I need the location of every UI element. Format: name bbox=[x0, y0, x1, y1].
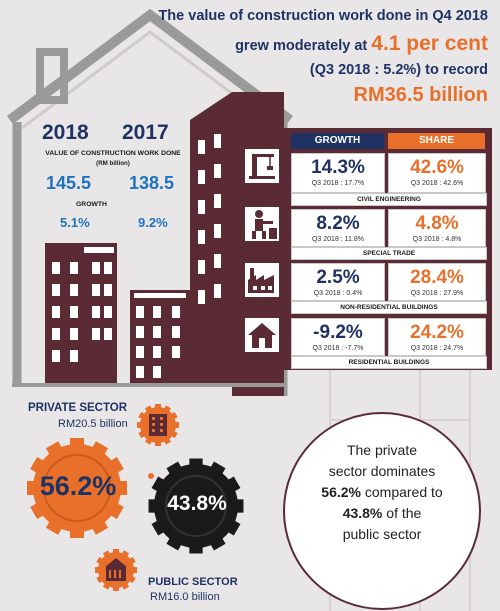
house-roof-outline bbox=[7, 8, 293, 124]
comparison-circle bbox=[283, 412, 481, 610]
public-sector-share: 43.8% bbox=[167, 492, 227, 515]
headline-line-1: The value of construction work done in Q… bbox=[158, 8, 488, 24]
special-trade-share-q3: Q3 2018 : 4.8% bbox=[412, 236, 462, 243]
public-sector-label: PUBLIC SECTOR bbox=[148, 576, 238, 588]
private-sector-share: 56.2% bbox=[39, 471, 117, 501]
public-building-icon bbox=[95, 549, 137, 591]
civil-engineering-icon bbox=[245, 149, 279, 183]
residential-growth-card: -9.2% Q3 2018 : -7.7% bbox=[291, 318, 385, 356]
residential-growth-q3: Q3 2018 : -7.7% bbox=[312, 345, 364, 352]
civil-engineering-share-q3: Q3 2018 : 42.6% bbox=[410, 180, 464, 187]
share-header: SHARE bbox=[388, 133, 485, 149]
growth-header: GROWTH bbox=[291, 133, 384, 149]
civil-engineering-share: 42.6% bbox=[410, 157, 464, 178]
residential-share-card: 24.2% Q3 2018 : 24.7% bbox=[388, 318, 486, 356]
comparison-private-share: 56.2% bbox=[321, 484, 361, 500]
civil-engineering-share-card: 42.6% Q3 2018 : 42.6% bbox=[388, 153, 486, 193]
comparison-line-3: 56.2% compared to bbox=[283, 482, 481, 503]
private-sector-label: PRIVATE SECTOR bbox=[28, 402, 128, 414]
residential-share: 24.2% bbox=[410, 322, 464, 343]
summary-value-unit: (RM billion) bbox=[96, 160, 130, 167]
summary-growth-previous: 9.2% bbox=[138, 215, 168, 230]
non-residential-share-card: 28.4% Q3 2018 : 27.9% bbox=[388, 263, 486, 301]
summary-value-label: VALUE OF CONSTRUCTION WORK DONE bbox=[45, 150, 181, 157]
building-middle bbox=[130, 290, 190, 385]
non-residential-share-q3: Q3 2018 : 27.9% bbox=[410, 290, 464, 297]
comparison-line-3-rest: compared to bbox=[360, 484, 443, 500]
civil-engineering-growth-q3: Q3 2018 : 17.7% bbox=[311, 180, 365, 187]
summary-value-previous: 138.5 bbox=[129, 173, 175, 193]
gears-graphic bbox=[27, 404, 244, 591]
special-trade-growth-card: 8.2% Q3 2018 : 11.8% bbox=[291, 209, 385, 247]
non-residential-label: NON-RESIDENTIAL BUILDINGS bbox=[291, 301, 487, 314]
civil-engineering-growth-card: 14.3% Q3 2018 : 17.7% bbox=[291, 153, 385, 193]
special-trade-share: 4.8% bbox=[415, 213, 459, 234]
special-trade-share-card: 4.8% Q3 2018 : 4.8% bbox=[388, 209, 486, 247]
non-residential-share: 28.4% bbox=[410, 267, 464, 288]
headline-line-2: grew moderately at 4.1 per cent bbox=[235, 32, 488, 56]
comparison-line-4: 43.8% of the bbox=[283, 503, 481, 524]
summary-value-current: 145.5 bbox=[46, 173, 92, 193]
factory-icon bbox=[245, 263, 279, 297]
civil-engineering-growth: 14.3% bbox=[311, 157, 365, 178]
special-trade-label: SPECIAL TRADE bbox=[291, 247, 487, 260]
special-trade-icon bbox=[245, 207, 279, 241]
private-building-icon bbox=[137, 404, 179, 446]
ground-line bbox=[12, 383, 287, 387]
comparison-text: The private sector dominates 56.2% compa… bbox=[283, 440, 481, 545]
comparison-line-1: The private bbox=[346, 442, 418, 458]
gear-connector-ring bbox=[148, 473, 154, 479]
non-residential-growth-q3: Q3 2018 : 0.4% bbox=[313, 290, 363, 297]
comparison-line-5: public sector bbox=[342, 526, 422, 542]
residential-share-q3: Q3 2018 : 24.7% bbox=[410, 345, 464, 352]
civil-engineering-label: CIVIL ENGINEERING bbox=[291, 193, 487, 206]
residential-growth: -9.2% bbox=[313, 322, 363, 343]
comparison-line-2: sector dominates bbox=[328, 463, 436, 479]
special-trade-growth-q3: Q3 2018 : 11.8% bbox=[311, 236, 365, 243]
comparison-public-share: 43.8% bbox=[342, 505, 383, 521]
public-sector-gear bbox=[148, 458, 244, 554]
summary-year-current: 2018 bbox=[42, 121, 89, 144]
headline-growth-rate: 4.1 per cent bbox=[371, 32, 488, 55]
headline-line-3: (Q3 2018 : 5.2%) to record bbox=[309, 62, 488, 78]
public-sector-value: RM16.0 billion bbox=[150, 591, 220, 603]
residential-label: RESIDENTIAL BUILDINGS bbox=[291, 356, 487, 369]
building-left bbox=[45, 243, 117, 385]
house-icon bbox=[245, 318, 279, 352]
house-chimney bbox=[36, 48, 68, 104]
private-sector-value: RM20.5 billion bbox=[58, 418, 128, 430]
summary-year-previous: 2017 bbox=[122, 121, 169, 144]
private-sector-gear bbox=[27, 438, 127, 538]
summary-growth-current: 5.1% bbox=[60, 215, 90, 230]
non-residential-growth-card: 2.5% Q3 2018 : 0.4% bbox=[291, 263, 385, 301]
summary-growth-label: GROWTH bbox=[76, 201, 107, 208]
headline-line-2-prefix: grew moderately at bbox=[235, 38, 372, 54]
non-residential-growth: 2.5% bbox=[316, 267, 360, 288]
headline-total-value: RM36.5 billion bbox=[353, 84, 488, 106]
special-trade-growth: 8.2% bbox=[316, 213, 360, 234]
comparison-line-4-rest: of the bbox=[382, 505, 422, 521]
